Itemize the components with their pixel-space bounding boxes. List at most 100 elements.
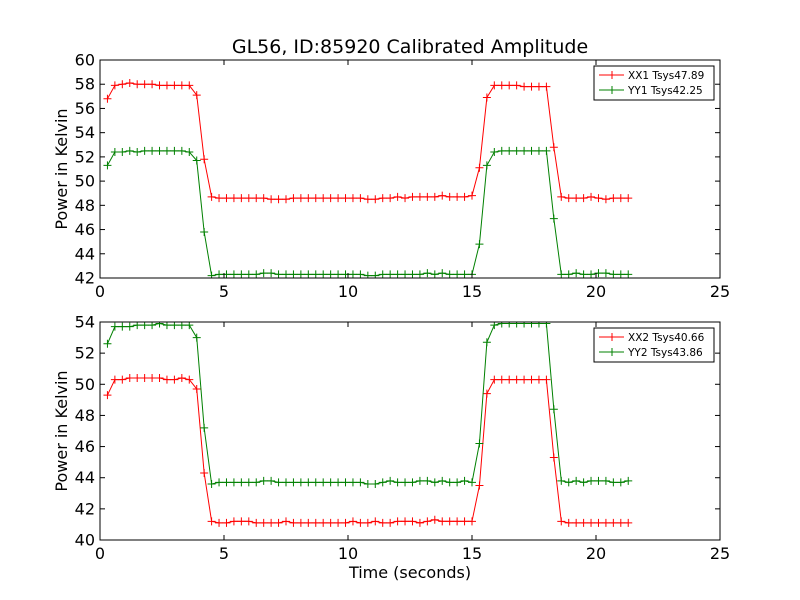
x-tick-label: 20 — [586, 282, 606, 301]
legend-label: XX1 Tsys47.89 — [628, 70, 704, 82]
legend: XX1 Tsys47.89 YY1 Tsys42.25 — [593, 65, 715, 101]
series-1-group — [103, 79, 633, 204]
data-point — [512, 146, 521, 155]
data-point — [423, 476, 432, 485]
chart-title: GL56, ID:85920 Calibrated Amplitude — [232, 36, 588, 58]
data-point — [401, 194, 410, 203]
data-point — [564, 518, 573, 527]
data-point — [215, 270, 224, 278]
data-point — [601, 518, 610, 527]
data-point — [311, 478, 320, 487]
data-point — [534, 146, 543, 155]
data-point — [453, 517, 462, 526]
data-point — [430, 478, 439, 487]
data-point — [229, 517, 238, 526]
data-point — [229, 270, 238, 278]
data-point — [490, 81, 499, 90]
data-point — [200, 155, 209, 164]
data-point — [237, 270, 246, 278]
data-point — [274, 270, 283, 278]
data-point — [155, 81, 164, 90]
data-point — [587, 192, 596, 201]
data-point — [237, 478, 246, 487]
data-point — [482, 338, 491, 347]
data-point — [185, 81, 194, 90]
data-point — [215, 478, 224, 487]
data-point — [356, 194, 365, 203]
data-point — [378, 194, 387, 203]
series-2-group — [103, 322, 633, 488]
data-point — [512, 322, 521, 328]
data-point — [244, 517, 253, 526]
data-point — [415, 518, 424, 527]
data-point — [557, 517, 566, 526]
data-point — [103, 391, 112, 400]
data-point — [363, 479, 372, 488]
data-point — [133, 148, 142, 157]
data-point — [430, 270, 439, 278]
data-point — [237, 194, 246, 203]
data-point — [326, 518, 335, 527]
data-point — [445, 270, 454, 278]
data-point — [520, 82, 529, 91]
data-point — [594, 518, 603, 527]
x-tick-label: 5 — [219, 544, 229, 563]
data-point — [363, 271, 372, 278]
data-point — [482, 389, 491, 398]
series-1-group — [103, 374, 633, 527]
data-point — [148, 80, 157, 89]
data-point — [237, 517, 246, 526]
y-tick-label: 48 — [75, 196, 95, 215]
y-tick-label: 56 — [75, 99, 95, 118]
y-tick-label: 40 — [75, 531, 95, 550]
data-point — [542, 82, 551, 91]
legend-marker — [608, 86, 616, 94]
data-point — [274, 518, 283, 527]
data-point — [140, 80, 149, 89]
data-point — [274, 195, 283, 204]
data-point — [326, 478, 335, 487]
data-point — [616, 194, 625, 203]
data-point — [304, 194, 313, 203]
data-point — [527, 322, 536, 328]
data-point — [133, 80, 142, 89]
data-point — [200, 227, 209, 236]
data-point — [520, 146, 529, 155]
data-point — [408, 517, 417, 526]
data-point — [527, 146, 536, 155]
y-tick-label: 48 — [75, 406, 95, 425]
data-point — [282, 270, 290, 278]
data-point — [110, 81, 119, 90]
data-point — [534, 82, 543, 91]
data-point — [549, 143, 558, 152]
data-point — [110, 322, 119, 331]
y-tick-label: 50 — [75, 375, 95, 394]
data-point — [520, 322, 529, 328]
data-point — [192, 333, 201, 342]
data-point — [334, 478, 343, 487]
x-axis-label: Time (seconds) — [348, 563, 471, 582]
data-point — [564, 270, 573, 278]
data-point — [125, 322, 134, 331]
data-point — [497, 375, 506, 384]
x-tick-label: 0 — [95, 544, 105, 563]
data-point — [423, 192, 432, 201]
data-point — [252, 478, 261, 487]
data-point — [252, 270, 261, 278]
data-point — [386, 270, 395, 278]
data-point — [162, 375, 171, 384]
data-point — [177, 374, 186, 383]
data-point — [289, 194, 298, 203]
y-tick-label: 46 — [75, 437, 95, 456]
data-point — [244, 194, 253, 203]
data-point — [378, 270, 387, 278]
y-axis-label: Power in Kelvin — [52, 370, 71, 491]
x-tick-label: 25 — [710, 282, 730, 301]
data-point — [177, 81, 186, 90]
data-point — [304, 270, 313, 278]
data-point — [125, 146, 134, 155]
data-point — [616, 270, 625, 278]
data-point — [549, 453, 558, 462]
data-point — [587, 476, 596, 485]
top-chart-panel: 0 5 10 15 20 25 42 44 46 48 50 52 54 56 58 60 Power in K… — [52, 51, 730, 302]
